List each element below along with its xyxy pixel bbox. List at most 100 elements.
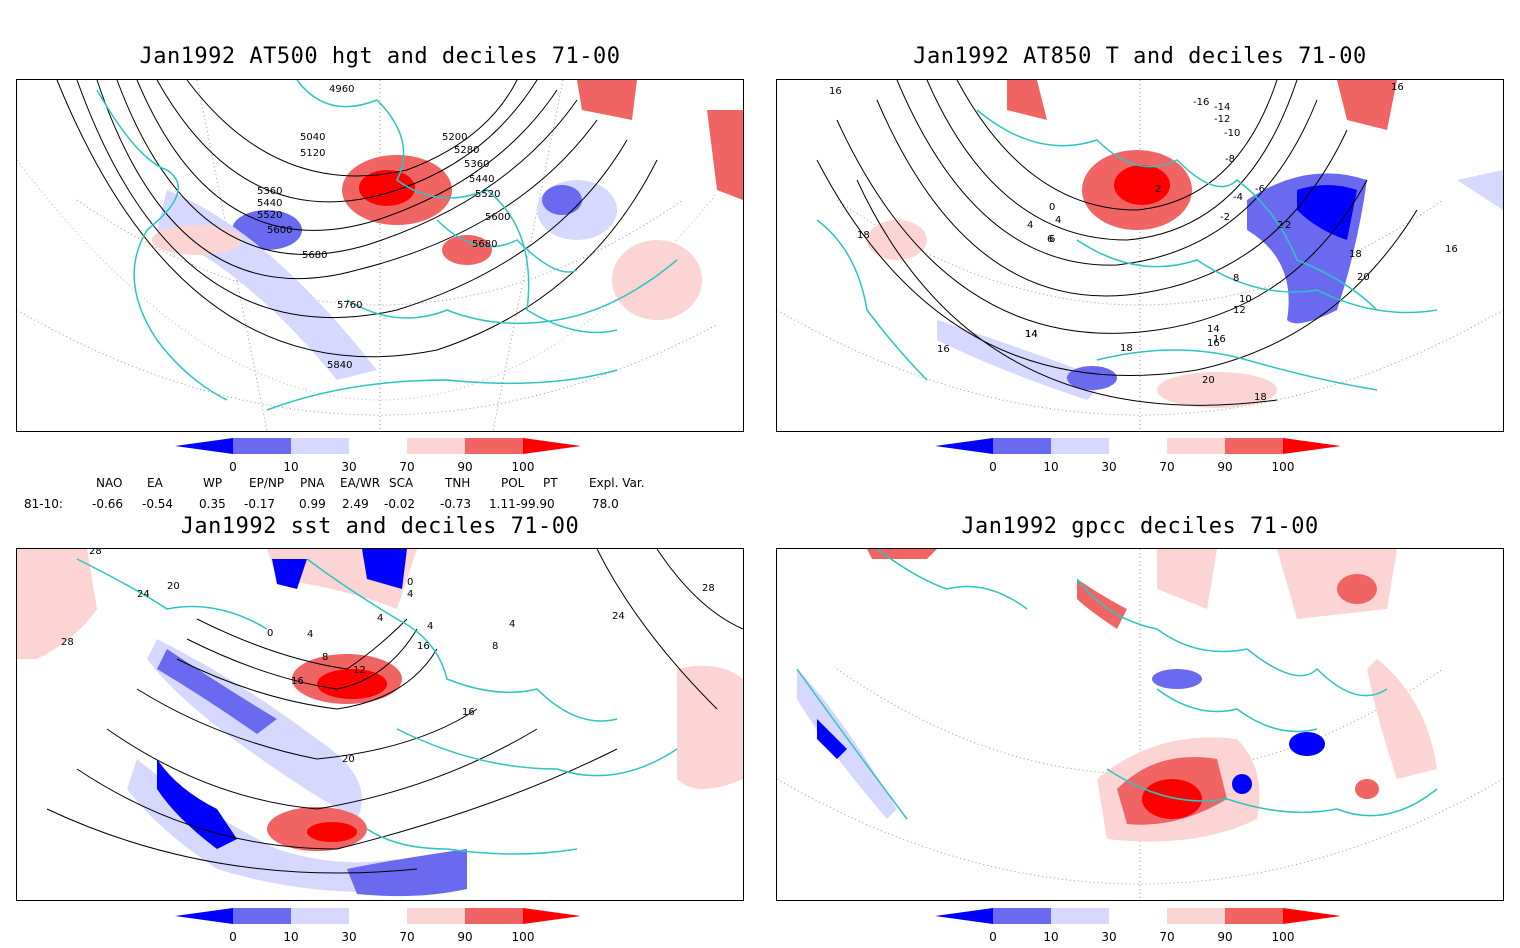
index-row-label: 81-10:: [24, 497, 63, 511]
colorbar-bin: [1167, 908, 1225, 924]
panel-title-t850: Jan1992 AT850 T and deciles 71-00: [913, 44, 1367, 69]
contour-label: -2: [1220, 212, 1230, 223]
index-header: PNA: [300, 476, 325, 490]
colorbar-bin: [233, 438, 291, 454]
index-header: POL: [501, 476, 525, 490]
index-value: -99.90: [516, 497, 555, 511]
contour-label: 20: [167, 581, 180, 592]
colorbar-swatches: [175, 908, 581, 924]
colorbar-label: 30: [341, 460, 357, 474]
index-header: EA: [147, 476, 163, 490]
index-value: 78.0: [592, 497, 619, 511]
contour-label: 6: [1049, 234, 1055, 245]
colorbar-label: 70: [399, 930, 415, 944]
index-header: TNH: [445, 476, 471, 490]
contour-label: 16: [829, 86, 842, 97]
colorbar-label: 70: [1159, 930, 1175, 944]
colorbar-bin: [1051, 908, 1109, 924]
contour-label: 16: [1207, 338, 1220, 349]
index-value: -0.66: [92, 497, 124, 511]
map-hgt500: 4960 5040 5120 5200 5280 5360 5440 5520 …: [17, 80, 743, 431]
contour-label: 28: [702, 583, 715, 594]
index-value: 2.49: [342, 497, 369, 511]
index-header: SCA: [389, 476, 414, 490]
colorbar-bin: [523, 438, 581, 454]
contour-label: 2: [1155, 184, 1161, 195]
contour-label: 14: [1025, 329, 1038, 340]
index-value: 0.99: [299, 497, 326, 511]
contour-label: 2: [1285, 220, 1291, 231]
colorbar-label: 90: [1217, 460, 1233, 474]
contour-label: 4: [1027, 220, 1033, 231]
contour-label: 10: [1239, 294, 1252, 305]
contour-label: 28: [61, 637, 74, 648]
map-t850: 16 18 16 14 14 16 18 20 18 2 0 -2 -4 -6 …: [777, 80, 1503, 431]
contour-label: 4: [377, 613, 383, 624]
index-header: EP/NP: [249, 476, 285, 490]
colorbar-label: 0: [229, 930, 237, 944]
panel-title-gpcc: Jan1992 gpcc deciles 71-00: [961, 514, 1319, 539]
contour-label: 5440: [257, 198, 282, 209]
panel-title-sst: Jan1992 sst and deciles 71-00: [180, 514, 580, 539]
colorbar-bin: [1283, 438, 1341, 454]
map-panel-hgt500: 4960 5040 5120 5200 5280 5360 5440 5520 …: [16, 79, 744, 432]
contour-label: 28: [89, 549, 102, 557]
map-panel-t850: 16 18 16 14 14 16 18 20 18 2 0 -2 -4 -6 …: [776, 79, 1504, 432]
index-value: 1.11: [489, 497, 516, 511]
contour-label: 2: [1277, 220, 1283, 231]
colorbar-label: 100: [511, 930, 535, 944]
contour-label: 5440: [469, 174, 494, 185]
contour-label: 12: [353, 665, 366, 676]
contour-label: 14: [1207, 324, 1220, 335]
contour-label: 18: [857, 230, 870, 241]
colorbar-bin: [1225, 438, 1283, 454]
colorbar-label: 70: [1159, 460, 1175, 474]
colorbar-label: 0: [229, 460, 237, 474]
colorbar-bin: [1283, 908, 1341, 924]
contour-label: 20: [1202, 375, 1215, 386]
contour-label: 12: [1233, 305, 1246, 316]
map-gpcc: [777, 549, 1503, 900]
colorbar-label: 100: [1271, 460, 1295, 474]
contour-label: 16: [1445, 244, 1458, 255]
contour-label: 5680: [302, 250, 327, 261]
colorbar-label: 90: [457, 930, 473, 944]
colorbar-swatches: [935, 908, 1341, 924]
contour-label: 18: [1120, 343, 1133, 354]
contour-label: 4: [509, 619, 515, 630]
contour-label: 5200: [442, 132, 467, 143]
index-value: -0.17: [244, 497, 276, 511]
contour-label: 16: [417, 641, 430, 652]
colorbar-label: 90: [457, 460, 473, 474]
colorbar-bin: [993, 438, 1051, 454]
colorbar-label: 10: [1043, 460, 1059, 474]
contour-label: 0: [1049, 202, 1055, 213]
index-value: -0.02: [384, 497, 416, 511]
contour-label: 5600: [485, 212, 510, 223]
index-value: -0.54: [142, 497, 174, 511]
map-panel-sst: 28 24 20 28 0 4 8 12 16 20 16 4 0 4 8 16…: [16, 548, 744, 901]
colorbar-bin: [465, 908, 523, 924]
contour-label: 18: [1254, 392, 1267, 403]
index-value: -0.73: [440, 497, 472, 511]
contour-label: 5520: [257, 210, 282, 221]
contour-label: 0: [407, 577, 413, 588]
contour-label: 24: [612, 611, 625, 622]
contour-label: -14: [1214, 102, 1230, 113]
contour-label: 14: [1025, 329, 1038, 340]
index-header: EA/WR: [340, 476, 381, 490]
contour-label: 18: [1349, 249, 1362, 260]
colorbar-bin: [1051, 438, 1109, 454]
contour-label: 4960: [329, 84, 354, 95]
colorbar-label: 10: [283, 460, 299, 474]
contour-label: 5360: [257, 186, 282, 197]
contour-label: 5360: [464, 159, 489, 170]
contour-label: 4: [307, 629, 313, 640]
contour-label: 4: [407, 589, 413, 600]
colorbar-label: 100: [1271, 930, 1295, 944]
colorbar-swatches: [935, 438, 1341, 454]
index-header: Expl. Var.: [589, 476, 645, 490]
contour-label: 16: [462, 707, 475, 718]
contour-label: 6: [1047, 234, 1053, 245]
colorbar-label: 10: [1043, 930, 1059, 944]
